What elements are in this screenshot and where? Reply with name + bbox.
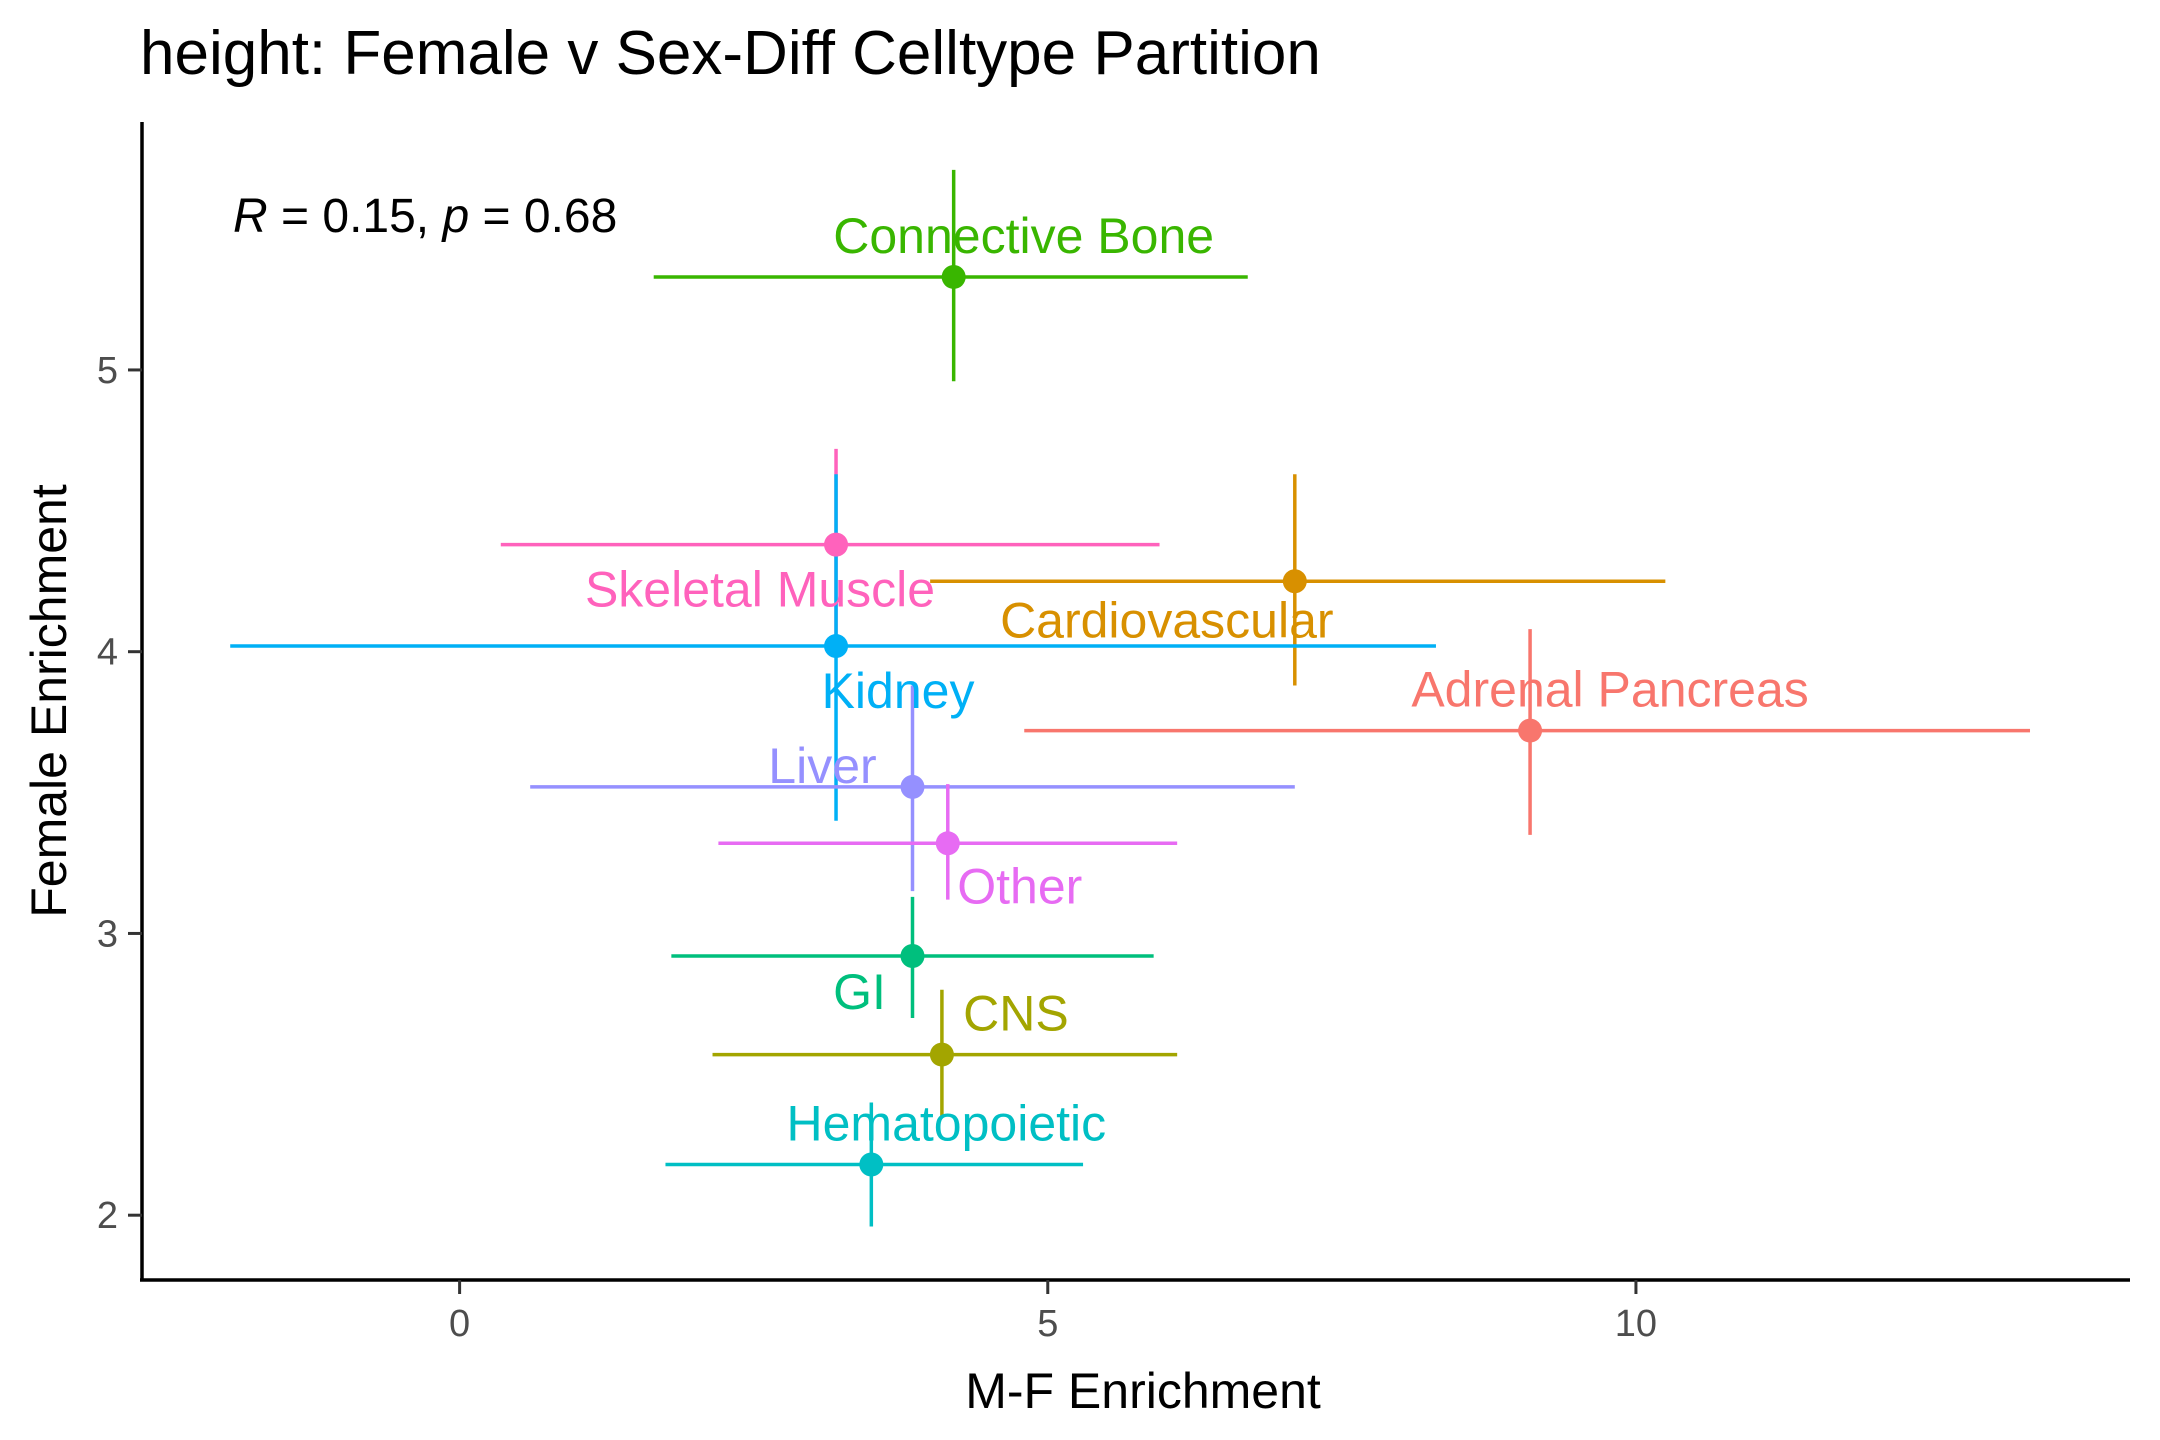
x-tick-label: 0 — [449, 1303, 470, 1345]
point-label-cns: CNS — [963, 986, 1069, 1042]
chart-title: height: Female v Sex-Diff Celltype Parti… — [140, 19, 1321, 88]
r-value: = 0.15, — [268, 190, 443, 243]
point-label-connective-bone: Connective Bone — [833, 208, 1214, 264]
x-tick-label: 10 — [1615, 1303, 1657, 1345]
y-tick-label: 4 — [97, 632, 118, 674]
axis-ticks: 0 5 10 2 3 4 5 — [97, 350, 1657, 1345]
data-point-gi — [900, 943, 925, 968]
data-point-cns — [929, 1042, 954, 1067]
x-tick-label: 5 — [1037, 1303, 1058, 1345]
data-point-kidney — [824, 634, 849, 659]
point-label-gi: GI — [833, 964, 886, 1020]
point-label-kidney: Kidney — [822, 663, 975, 719]
data-point-hematopoietic — [859, 1152, 884, 1177]
point-label-skeletal-muscle: Skeletal Muscle — [585, 562, 935, 618]
data-points — [824, 264, 1543, 1177]
data-point-skeletal-muscle — [824, 532, 849, 557]
data-point-other — [935, 831, 960, 856]
data-point-liver — [900, 774, 925, 799]
data-point-adrenal-pancreas — [1518, 718, 1543, 743]
p-symbol: p — [440, 190, 469, 243]
y-axis-title: Female Enrichment — [21, 484, 77, 918]
correlation-annotation: R = 0.15, p = 0.68 — [233, 190, 617, 243]
point-label-cardiovascular: Cardiovascular — [1000, 592, 1333, 648]
data-point-connective-bone — [941, 264, 966, 289]
y-tick-label: 5 — [97, 350, 118, 392]
point-label-other: Other — [957, 858, 1082, 914]
x-axis-title: M-F Enrichment — [965, 1363, 1321, 1419]
p-value: = 0.68 — [469, 190, 617, 243]
point-label-hematopoietic: Hematopoietic — [787, 1095, 1107, 1151]
data-point-cardiovascular — [1282, 569, 1307, 594]
point-label-liver: Liver — [768, 738, 876, 794]
point-label-adrenal-pancreas: Adrenal Pancreas — [1411, 662, 1808, 718]
point-labels: Connective Bone Skeletal Muscle Cardiovasc… — [585, 208, 1809, 1152]
y-tick-label: 3 — [97, 913, 118, 955]
r-symbol: R — [233, 190, 268, 243]
y-tick-label: 2 — [97, 1195, 118, 1237]
